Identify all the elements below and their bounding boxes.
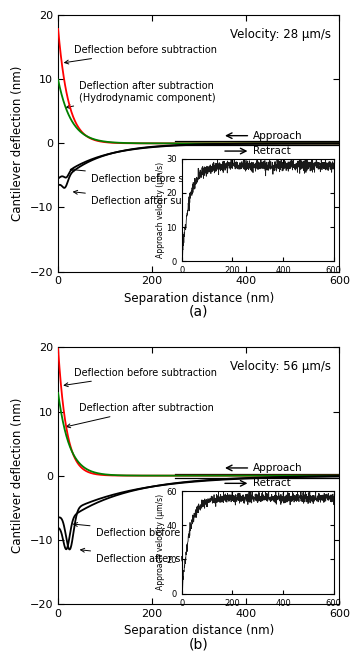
Text: Retract: Retract (253, 146, 290, 156)
Text: Deflection before subtraction: Deflection before subtraction (70, 168, 234, 184)
Text: Deflection before subtraction: Deflection before subtraction (64, 368, 217, 387)
Text: Deflection after subtraction: Deflection after subtraction (66, 403, 214, 428)
Text: Deflection after subtraction: Deflection after subtraction (74, 190, 226, 206)
Text: Retract: Retract (253, 478, 290, 488)
Y-axis label: Cantilever deflection (nm): Cantilever deflection (nm) (11, 66, 24, 221)
Text: Deflection after subtraction
(Hydrodynamic component): Deflection after subtraction (Hydrodynam… (66, 81, 216, 109)
Text: Approach: Approach (253, 463, 302, 473)
Y-axis label: Cantilever deflection (nm): Cantilever deflection (nm) (11, 398, 24, 554)
Text: (b): (b) (189, 637, 209, 651)
Text: Velocity: 28 μm/s: Velocity: 28 μm/s (230, 28, 331, 41)
Text: Deflection before subtraction: Deflection before subtraction (65, 45, 217, 64)
Text: Deflection before subtraction: Deflection before subtraction (74, 523, 239, 538)
Text: Approach: Approach (253, 130, 302, 140)
Text: Velocity: 56 μm/s: Velocity: 56 μm/s (230, 360, 331, 373)
X-axis label: Separation distance (nm): Separation distance (nm) (123, 624, 274, 637)
Text: Deflection after subtraction: Deflection after subtraction (81, 548, 230, 564)
X-axis label: Separation distance (nm): Separation distance (nm) (123, 292, 274, 305)
Text: (a): (a) (189, 305, 208, 319)
